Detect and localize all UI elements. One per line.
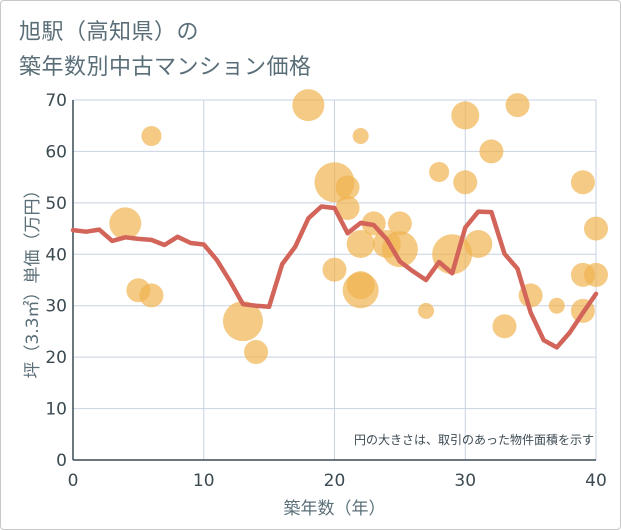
- bubble-point: [492, 314, 517, 339]
- y-tick-label: 60: [45, 142, 67, 162]
- bubble-point: [222, 301, 263, 342]
- bubble-point: [505, 93, 530, 118]
- y-tick-label: 10: [45, 400, 67, 420]
- x-tick-label: 0: [68, 471, 79, 491]
- bubble-point: [342, 272, 379, 309]
- y-tick-label: 20: [45, 348, 67, 368]
- bubble-point: [335, 175, 360, 200]
- axes: [72, 100, 596, 461]
- bubble-point: [335, 196, 360, 220]
- bubble-point: [453, 170, 478, 195]
- bubble-point: [429, 162, 450, 182]
- bubble-point: [418, 302, 435, 319]
- x-tick-label: 40: [585, 471, 607, 491]
- bubble-point: [346, 230, 375, 258]
- y-axis-title: 坪（3.3㎡）単価（万円）: [23, 181, 43, 378]
- bubble-point: [570, 170, 595, 195]
- bubble-point: [584, 262, 608, 287]
- bubble-point: [244, 340, 269, 364]
- bubble-point: [479, 139, 504, 164]
- bubble-point: [548, 297, 565, 314]
- y-tick-label: 40: [45, 245, 67, 265]
- bubble-point: [352, 128, 369, 144]
- bubble-point: [322, 257, 347, 282]
- y-tick-label: 0: [56, 451, 67, 471]
- x-tick-label: 10: [193, 471, 215, 491]
- x-axis-title: 築年数（年）: [284, 499, 386, 519]
- y-tick-label: 30: [45, 297, 67, 317]
- bubble-point: [451, 101, 480, 130]
- bubble-point: [292, 89, 325, 122]
- size-annotation: 円の大きさは、取引のあった物件面積を示す: [354, 432, 594, 447]
- average-price-line: [70, 204, 599, 350]
- average-line-series: [70, 204, 599, 350]
- bubble-point: [464, 230, 493, 258]
- chart-title-line-2: 築年数別中古マンション価格: [19, 55, 312, 80]
- x-tick-label: 30: [454, 471, 476, 491]
- bubble-point: [387, 211, 412, 236]
- tick-labels: 0 10 20 30 40 50 60 70 0 10 20 30 40: [45, 91, 606, 491]
- bubble-series: [109, 89, 608, 364]
- chart-title-line-1: 旭駅（高知県）の: [19, 20, 200, 45]
- bubble-point: [109, 207, 142, 240]
- y-tick-label: 50: [45, 194, 67, 214]
- bubble-point: [141, 126, 162, 146]
- chart-title: 旭駅（高知県）の 築年数別中古マンション価格: [19, 15, 312, 85]
- y-tick-label: 70: [45, 91, 67, 111]
- x-tick-label: 20: [324, 471, 346, 491]
- bubble-point: [584, 216, 608, 241]
- bubble-point: [381, 231, 418, 268]
- bubble-point: [139, 283, 164, 308]
- grid-lines: [72, 99, 597, 461]
